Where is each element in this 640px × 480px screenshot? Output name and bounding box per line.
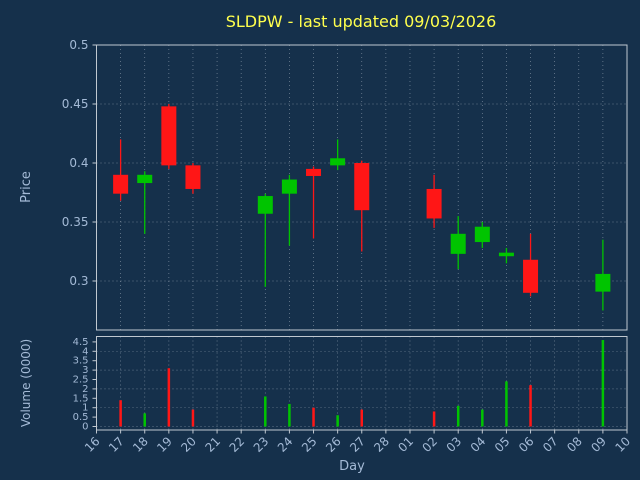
candle-body xyxy=(498,252,514,257)
volume-bar xyxy=(456,405,460,427)
candle-body xyxy=(257,196,273,214)
day-tick-label: 06 xyxy=(516,434,537,455)
x-axis-label: Day xyxy=(339,459,365,474)
candle-body xyxy=(354,163,370,211)
price-tick-label: 0.3 xyxy=(69,274,88,288)
candle-body xyxy=(161,106,177,166)
volume-bar xyxy=(312,407,315,427)
volume-bar xyxy=(529,385,532,427)
day-tick-label: 09 xyxy=(588,434,609,455)
candle-body xyxy=(474,226,490,243)
candlesticks xyxy=(113,104,611,311)
volume-bar xyxy=(264,396,267,427)
candle-body xyxy=(185,165,201,189)
volume-tick-label: 2 xyxy=(82,384,88,395)
day-tick-label: 03 xyxy=(444,434,465,455)
volume-bar xyxy=(191,409,195,427)
candle-body xyxy=(450,233,466,254)
volume-bar xyxy=(119,400,122,427)
volume-tick-label: 4.5 xyxy=(73,337,89,348)
axes-spines xyxy=(92,44,628,434)
price-tick-label: 0.5 xyxy=(69,38,88,52)
volume-tick-label: 0 xyxy=(82,422,88,433)
volume-tick-label: 1 xyxy=(82,403,88,414)
day-tick-label: 07 xyxy=(540,434,561,455)
price-panel-border xyxy=(96,44,628,331)
day-tick-label: 19 xyxy=(154,434,175,455)
day-tick-label: 25 xyxy=(299,434,320,455)
price-tick-labels: 0.5 0.45 0.4 0.35 0.3 xyxy=(62,38,89,288)
volume-tick-label: 4 xyxy=(82,346,88,357)
price-tick-label: 0.35 xyxy=(62,215,89,229)
volume-bar xyxy=(505,381,508,427)
volume-bar xyxy=(601,340,605,427)
volume-tick-label: 3.5 xyxy=(73,356,89,367)
volume-bar xyxy=(432,411,436,427)
volume-bar xyxy=(288,403,291,427)
volume-bar xyxy=(481,409,484,427)
day-tick-label: 18 xyxy=(130,434,151,455)
volume-tick-labels: 4.543.532.521.510.50 xyxy=(73,337,89,433)
day-tick-label: 05 xyxy=(492,434,513,455)
day-tick-label: 10 xyxy=(612,434,633,455)
candle-body xyxy=(137,174,153,184)
day-tick-label: 04 xyxy=(468,434,489,455)
day-tick-label: 24 xyxy=(275,434,296,455)
day-tick-label: 23 xyxy=(251,434,272,455)
day-tick-label: 20 xyxy=(178,434,199,455)
candle-body xyxy=(426,188,442,219)
volume-tick-label: 0.5 xyxy=(73,412,89,423)
volume-bars xyxy=(119,340,605,427)
volume-panel-border xyxy=(96,336,628,431)
day-tick-label: 28 xyxy=(371,434,392,455)
volume-axis-label: Volume (0000) xyxy=(19,339,33,427)
day-tick-label: 01 xyxy=(395,434,416,455)
price-tick-label: 0.45 xyxy=(62,97,89,111)
day-tick-label: 21 xyxy=(202,434,223,455)
day-tick-label: 26 xyxy=(323,434,344,455)
price-tick-label: 0.4 xyxy=(69,156,88,170)
volume-tick-label: 3 xyxy=(82,365,88,376)
volume-bar xyxy=(360,409,363,427)
price-axis-label: Price xyxy=(19,171,34,203)
day-tick-label: 27 xyxy=(347,434,368,455)
candle-body xyxy=(330,158,346,166)
volume-bar xyxy=(143,413,146,427)
candle-body xyxy=(523,259,539,293)
day-tick-label: 08 xyxy=(564,434,585,455)
day-tick-label: 16 xyxy=(82,434,103,455)
chart-title: SLDPW - last updated 09/03/2026 xyxy=(226,12,497,31)
volume-tick-label: 1.5 xyxy=(73,393,89,404)
day-tick-labels: 16 17 18 19 20 21 22 23 24 25 26 27 28 01 02 03 04 05 06 07… xyxy=(82,434,633,455)
candle-body xyxy=(281,179,297,194)
volume-bar xyxy=(167,368,171,427)
day-tick-label: 22 xyxy=(227,434,248,455)
day-tick-label: 02 xyxy=(420,434,441,455)
candle-body xyxy=(113,174,129,194)
day-tick-label: 17 xyxy=(106,434,127,455)
volume-bar xyxy=(336,415,339,427)
candle-body xyxy=(306,168,322,176)
volume-tick-label: 2.5 xyxy=(73,375,89,386)
candle-body xyxy=(595,273,611,292)
